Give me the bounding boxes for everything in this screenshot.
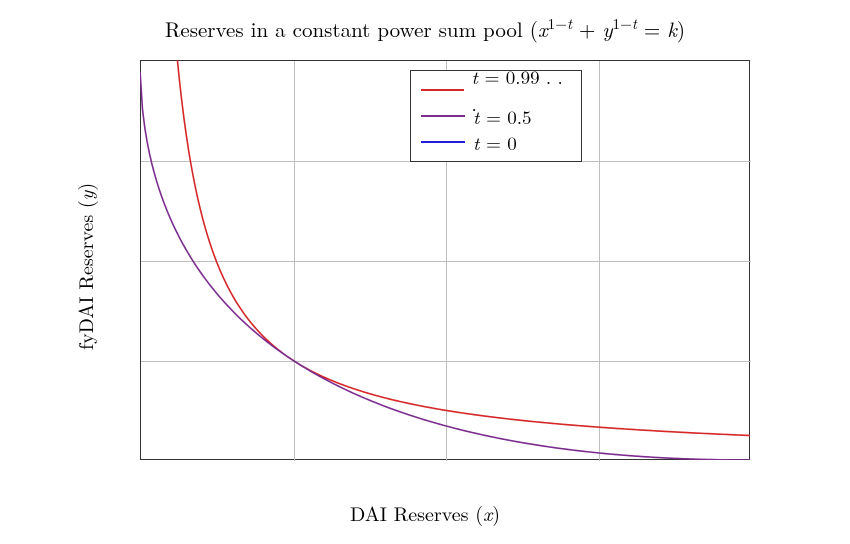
y-axis-label: fyDAI Reserves (y) — [70, 183, 99, 350]
chart-title: Reserves in a constant power sum pool (x… — [0, 14, 850, 44]
legend-swatch — [421, 141, 465, 143]
legend-row-t0: t = 0 — [421, 129, 571, 155]
series-t099 — [142, 0, 750, 435]
x-axis-label: DAI Reserves (x) — [0, 498, 850, 527]
legend-swatch — [421, 89, 464, 91]
figure: Reserves in a constant power sum pool (x… — [0, 0, 850, 544]
legend-swatch — [421, 115, 465, 117]
legend-label: t = 0 — [473, 129, 517, 156]
legend-row-t099: t = 0.99 . . . — [421, 77, 571, 103]
legend-label: t = 0.5 — [473, 103, 532, 130]
title-text: Reserves in a constant power sum pool — [165, 14, 530, 44]
legend: t = 0.99 . . .t = 0.5t = 0 — [410, 70, 582, 162]
title-formula: (x1−t + y1−t = k) — [530, 14, 685, 44]
